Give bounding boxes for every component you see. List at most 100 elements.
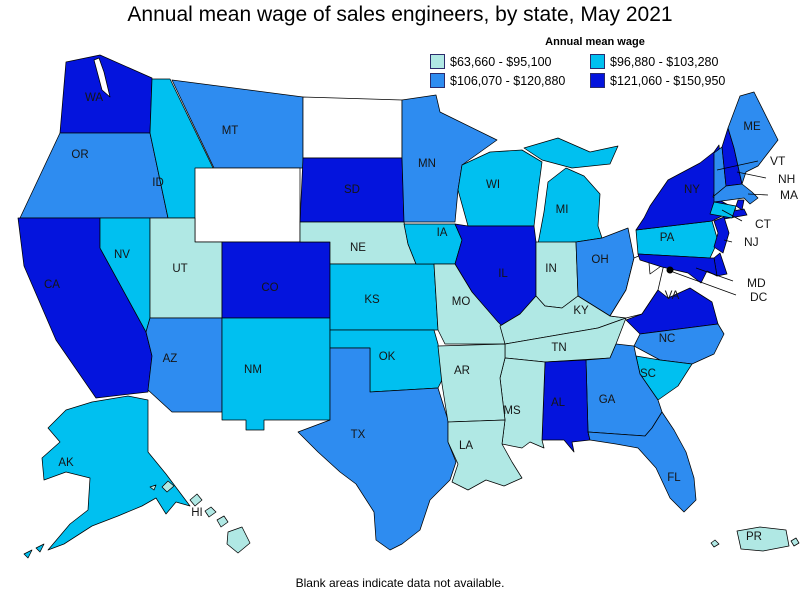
state-fl <box>587 411 697 513</box>
state-al <box>541 359 591 453</box>
legend-swatch-bin4 <box>590 73 605 88</box>
state-label-ca: CA <box>44 279 60 291</box>
legend-label-bin1: $63,660 - $95,100 <box>450 54 552 69</box>
legend-label-bin3: $106,070 - $120,880 <box>450 73 566 88</box>
callout-label-ma: MA <box>780 188 798 202</box>
state-ar <box>437 343 506 423</box>
state-hi <box>204 506 217 518</box>
legend-swatch-bin3 <box>430 73 445 88</box>
state-label-ia: IA <box>437 227 448 239</box>
legend-item-bin1: $63,660 - $95,100 <box>430 54 590 69</box>
callout-label-md: MD <box>747 276 766 290</box>
state-label-va: VA <box>665 290 680 302</box>
legend-label-bin2: $96,880 - $103,280 <box>610 54 719 69</box>
state-label-nc: NC <box>659 333 676 345</box>
state-ri <box>735 199 745 211</box>
state-ak <box>41 395 191 551</box>
state-label-tx: TX <box>351 429 366 441</box>
state-label-oh: OH <box>591 254 608 266</box>
state-or <box>19 132 169 219</box>
state-nm <box>221 317 331 431</box>
state-ms <box>499 357 546 449</box>
state-wa <box>59 54 153 134</box>
state-label-nm: NM <box>244 364 262 376</box>
legend-item-bin3: $106,070 - $120,880 <box>430 73 590 88</box>
callout-label-dc: DC <box>750 290 768 304</box>
state-nj <box>713 216 730 254</box>
state-label-ok: OK <box>379 351 396 363</box>
state-label-la: LA <box>459 440 473 452</box>
state-label-nv: NV <box>114 249 130 261</box>
callout-label-nh: NH <box>778 172 795 186</box>
state-pr <box>710 539 720 548</box>
callout-line-ma <box>747 193 769 196</box>
state-hi <box>226 526 251 554</box>
state-wy <box>194 167 301 243</box>
state-label-ny: NY <box>684 184 700 196</box>
state-hi <box>149 484 157 491</box>
state-label-hi: HI <box>191 507 203 519</box>
state-hi <box>216 515 229 528</box>
legend-item-bin2: $96,880 - $103,280 <box>590 54 770 69</box>
legend-swatch-bin1 <box>430 54 445 69</box>
state-label-sc: SC <box>640 368 656 380</box>
state-in <box>535 241 579 309</box>
footnote: Blank areas indicate data not available. <box>295 576 505 590</box>
state-wi <box>457 149 543 227</box>
state-md <box>637 253 718 284</box>
state-label-ne: NE <box>350 242 366 254</box>
callout-label-vt: VT <box>770 154 786 168</box>
state-mi <box>523 137 619 169</box>
legend-title: Annual mean wage <box>545 36 645 48</box>
state-label-ky: KY <box>573 305 589 317</box>
state-la <box>447 419 523 491</box>
state-label-ut: UT <box>172 263 187 275</box>
state-ak <box>35 543 45 553</box>
state-ks <box>329 263 439 331</box>
puget-sound-water <box>93 57 111 98</box>
state-mi <box>537 167 603 245</box>
state-label-sd: SD <box>344 184 360 196</box>
callout-line-vt <box>716 160 759 171</box>
state-label-mi: MI <box>556 204 569 216</box>
state-nc <box>633 323 725 365</box>
state-az <box>145 317 223 413</box>
state-ma <box>713 183 759 205</box>
page-title: Annual mean wage of sales engineers, by … <box>127 3 673 26</box>
dc-marker-dot <box>666 266 674 274</box>
state-label-mt: MT <box>222 125 239 137</box>
state-pr <box>736 526 790 552</box>
callout-label-nj: NJ <box>744 235 759 249</box>
legend-item-bin4: $121,060 - $150,950 <box>590 73 770 88</box>
state-ak <box>23 549 33 559</box>
callout-line-md <box>695 267 734 282</box>
state-label-fl: FL <box>667 472 681 484</box>
state-label-pr: PR <box>746 531 762 543</box>
state-label-pa: PA <box>660 232 675 244</box>
state-label-mo: MO <box>452 296 471 308</box>
legend-grid: $63,660 - $95,100 $96,880 - $103,280 $10… <box>430 54 770 88</box>
state-label-id: ID <box>152 177 164 189</box>
state-nd <box>302 96 403 159</box>
state-label-az: AZ <box>163 353 178 365</box>
state-label-or: OR <box>71 149 88 161</box>
state-co <box>221 241 331 319</box>
callout-line-nj <box>723 239 733 243</box>
state-label-tn: TN <box>551 342 566 354</box>
state-label-al: AL <box>551 397 566 409</box>
state-label-wi: WI <box>486 179 500 191</box>
state-tx <box>297 347 457 551</box>
callout-label-ct: CT <box>755 217 772 231</box>
state-label-ga: GA <box>599 394 616 406</box>
state-label-il: IL <box>498 268 508 280</box>
state-me <box>727 91 779 185</box>
callout-line-ct <box>721 209 743 222</box>
state-label-ks: KS <box>364 294 380 306</box>
callout-line-nh <box>736 171 767 179</box>
state-hi <box>161 480 175 493</box>
state-pr <box>790 537 800 547</box>
legend-swatch-bin2 <box>590 54 605 69</box>
state-label-wa: WA <box>85 92 103 104</box>
